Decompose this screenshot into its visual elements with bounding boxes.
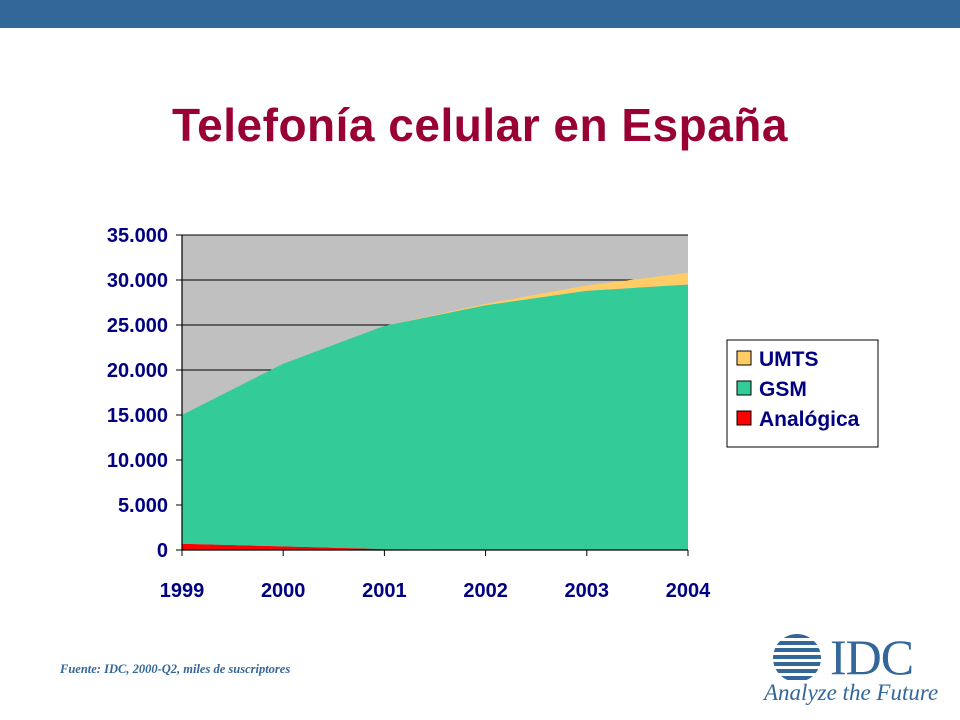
- x-tick-label: 2003: [565, 580, 610, 602]
- legend-label-anal-gica: Analógica: [759, 408, 860, 431]
- legend-label-gsm: GSM: [759, 378, 807, 401]
- legend-swatch-anal-gica: [736, 410, 752, 426]
- series-area-umts: [182, 272, 688, 415]
- x-tick-label: 2000: [261, 580, 306, 602]
- legend-swatch-umts: [736, 350, 752, 366]
- top-bar: [0, 0, 960, 28]
- y-tick-label: 25.000: [107, 315, 168, 337]
- legend-label-umts: UMTS: [759, 348, 819, 371]
- y-tick-label: 0: [157, 540, 168, 562]
- y-tick-label: 10.000: [107, 450, 168, 472]
- x-tick-label: 2002: [463, 580, 508, 602]
- series-area-gsm: [182, 284, 688, 550]
- x-tick-label: 2001: [362, 580, 407, 602]
- slide-title: Telefonía celular en España: [172, 99, 788, 151]
- series-area-anal-gica: [182, 543, 688, 550]
- x-tick-label: 1999: [160, 580, 205, 602]
- y-tick-label: 20.000: [107, 360, 168, 382]
- idc-logo: IDC Analyze the Future: [760, 629, 950, 712]
- logo-wordmark: IDC: [830, 629, 914, 685]
- globe-icon: [773, 634, 821, 680]
- y-tick-label: 5.000: [118, 495, 168, 517]
- source-note: Fuente: IDC, 2000-Q2, miles de suscripto…: [60, 662, 291, 676]
- y-tick-label: 30.000: [107, 270, 168, 292]
- y-tick-label: 35.000: [107, 225, 168, 247]
- y-tick-label: 15.000: [107, 405, 168, 427]
- legend-swatch-gsm: [736, 380, 752, 396]
- legend: [726, 339, 879, 448]
- logo-tagline: Analyze the Future: [764, 680, 939, 705]
- x-tick-label: 2004: [666, 580, 711, 602]
